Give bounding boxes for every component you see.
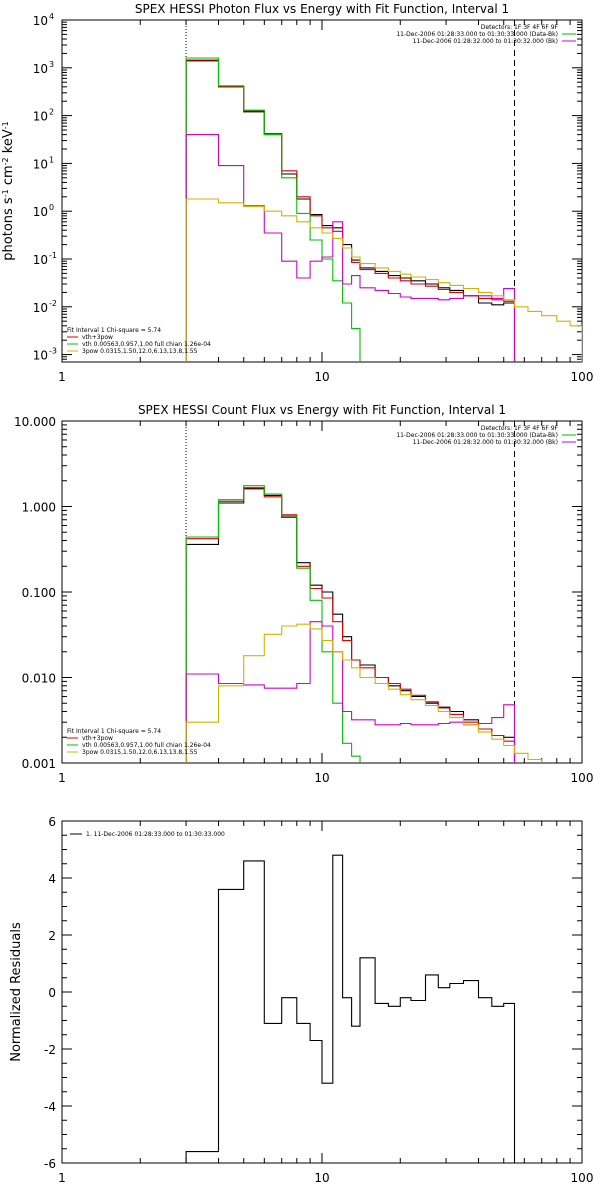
- fit-legend-entry: vth 0.00563,0.957,1.00 full chian 1.26e-…: [82, 341, 211, 348]
- series-line-1: [185, 59, 516, 362]
- y-tick-exponent: 1: [49, 155, 54, 164]
- y-axis-label-part: -2: [1, 157, 10, 165]
- y-tick-label: 0.100: [22, 586, 56, 600]
- series-line-1: [185, 488, 516, 763]
- plot-frame: [61, 820, 583, 1164]
- series-line-2: [185, 57, 361, 362]
- y-axis-label-part: -1: [1, 121, 10, 129]
- y-tick-label: 6: [48, 815, 56, 829]
- y-axis-label-part: photons s: [1, 197, 16, 261]
- x-tick-label: 1: [58, 370, 66, 384]
- series-group: [185, 485, 543, 763]
- series-group: [185, 854, 516, 1163]
- x-tick-label: 10: [314, 370, 329, 384]
- y-tick-exponent: 2: [49, 108, 54, 117]
- y-tick-exponent: -2: [49, 299, 57, 308]
- y-tick-exponent: 4: [49, 12, 54, 21]
- y-tick-label: 0: [48, 986, 56, 1000]
- x-tick-label: 10: [314, 1171, 329, 1185]
- legend-entry: 11-Dec-2006 01:28:33.000 to 01:30:33.000…: [396, 31, 558, 38]
- chart-title: SPEX HESSI Photon Flux vs Energy with Fi…: [135, 2, 509, 16]
- count-flux-panel: 1 10 100 0.001 0.010 0.100 1.000 10.000 SPEX HES…: [14, 403, 593, 785]
- y-axis-label: Normalized Residuals: [9, 922, 24, 1062]
- series-line-0: [185, 487, 516, 763]
- legend-entry: 11-Dec-2006 01:28:32.000 to 01:30:32.000…: [413, 38, 558, 45]
- y-tick-label: 10: [33, 205, 48, 219]
- y-tick-label: 10: [33, 157, 48, 171]
- y-tick-label: -2: [44, 1043, 56, 1057]
- x-tick-label: 100: [571, 370, 594, 384]
- y-tick-label: 0.010: [22, 672, 56, 686]
- y-tick-label: 10.000: [14, 415, 56, 429]
- y-tick-exponent: 0: [49, 203, 54, 212]
- y-tick-exponent: -1: [49, 251, 57, 260]
- legend-entry: 11-Dec-2006 01:28:32.000 to 01:30:32.000…: [413, 439, 558, 446]
- y-tick-label: 10: [33, 301, 48, 315]
- legend-entry: Detectors: 1F 3F 4F 6F 9F: [481, 24, 559, 31]
- y-tick-label: 1.000: [22, 501, 56, 515]
- y-tick-label: 0.001: [22, 757, 56, 771]
- residuals-panel: 1 10 100 -6 -4 -2 0 2 4 6 Normalized Residuals 1. 1…: [9, 815, 593, 1185]
- chart-title: SPEX HESSI Count Flux vs Energy with Fit…: [138, 403, 506, 417]
- series-line-4: [185, 623, 543, 763]
- x-tick-label: 1: [58, 1171, 66, 1185]
- fit-legend-entry: Fit Interval 1 Chi-square = 5.74: [67, 728, 161, 735]
- series-line-3: [185, 134, 516, 362]
- y-axis-label: photons s-1 cm-2 keV-1: [1, 121, 17, 260]
- y-tick-label: 10: [33, 110, 48, 124]
- plot-frame: [61, 19, 583, 363]
- y-tick-label: 10: [33, 14, 48, 28]
- fit-legend-entry: Fit Interval 1 Chi-square = 5.74: [67, 327, 161, 334]
- fit-legend-entry: 3pow 0.0315,1.50,12.0,6.13,13.8,1.55: [82, 749, 198, 756]
- y-tick-label: -4: [44, 1100, 56, 1114]
- legend-entry: 11-Dec-2006 01:28:33.000 to 01:30:33.000…: [396, 432, 558, 439]
- y-tick-exponent: 3: [49, 60, 54, 69]
- x-tick-label: 100: [571, 1171, 594, 1185]
- residual-legend-entry: 1. 11-Dec-2006 01:28:33.000 to 01:30:33.…: [86, 831, 225, 838]
- y-axis-label-part: keV: [1, 129, 16, 157]
- fit-legend-entry: vth+3pow: [82, 735, 113, 742]
- x-tick-label: 1: [58, 771, 66, 785]
- y-axis-label-part: -1: [1, 189, 10, 197]
- y-tick-label: 10: [33, 62, 48, 76]
- x-tick-label: 10: [314, 771, 329, 785]
- y-tick-label: 10: [33, 253, 48, 267]
- y-tick-label: -6: [44, 1157, 56, 1171]
- series-line-2: [185, 485, 361, 763]
- series-line-3: [185, 621, 516, 763]
- series-line-0: [185, 60, 516, 362]
- fit-legend-entry: 3pow 0.0315,1.50,12.0,6.13,13.8,1.55: [82, 348, 198, 355]
- series-line-0: [185, 854, 516, 1163]
- y-tick-label: 10: [33, 349, 48, 363]
- series-group: [185, 57, 582, 362]
- fit-legend-entry: vth 0.00563,0.957,1.00 full chian 1.26e-…: [82, 742, 211, 749]
- y-tick-label: 4: [48, 872, 56, 886]
- fit-legend-entry: vth+3pow: [82, 334, 113, 341]
- legend-entry: Detectors: 1F 3F 4F 6F 9F: [481, 425, 559, 432]
- series-line-4: [185, 198, 582, 362]
- y-axis-label-part: cm: [1, 165, 16, 189]
- y-tick-label: 2: [48, 929, 56, 943]
- x-tick-label: 100: [571, 771, 594, 785]
- y-tick-exponent: -3: [49, 347, 57, 356]
